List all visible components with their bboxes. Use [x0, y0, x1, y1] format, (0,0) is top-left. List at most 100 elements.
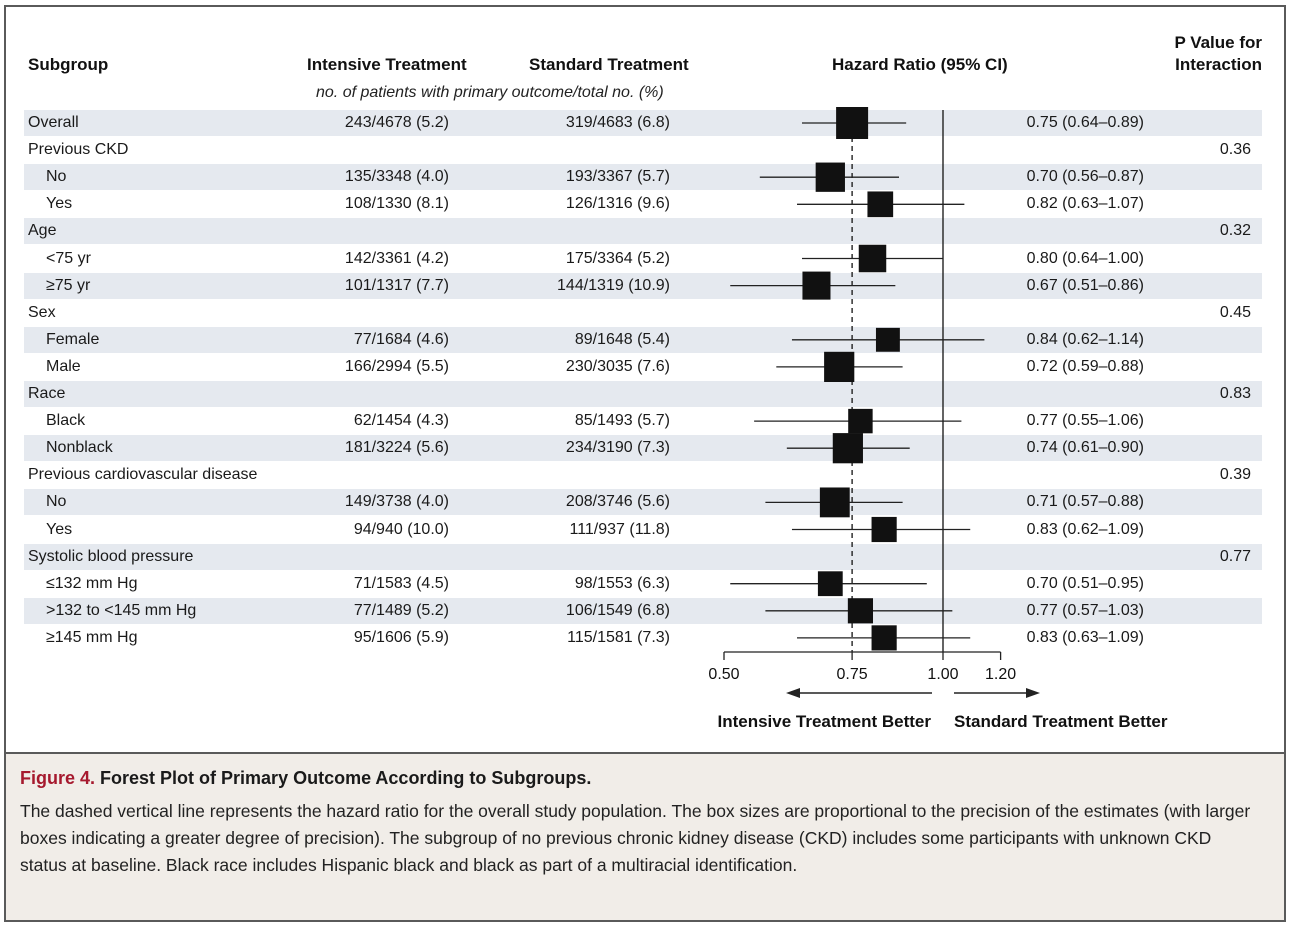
header-pvalue-line1: P Value for [1174, 33, 1262, 52]
header-standard: Standard Treatment [529, 55, 689, 74]
p-value: 0.32 [1219, 222, 1251, 240]
standard-count: 144/1319 (10.9) [557, 276, 670, 294]
intensive-count: 181/3224 (5.6) [344, 439, 449, 457]
subgroup-label: Black [46, 412, 86, 430]
hazard-ratio-text: 0.82 (0.63–1.07) [1026, 195, 1144, 213]
subgroup-label: No [46, 493, 67, 511]
p-value: 0.45 [1219, 303, 1251, 321]
standard-count: 193/3367 (5.7) [565, 168, 670, 186]
table-row: Male 166/2994 (5.5) 230/3035 (7.6) 0.72 (0.… [24, 354, 1262, 380]
point-estimate-box [871, 625, 897, 651]
table-row: Age 0.32 [24, 218, 1262, 245]
hazard-ratio-text: 0.67 (0.51–0.86) [1026, 276, 1144, 294]
intensive-count: 94/940 (10.0) [353, 520, 449, 538]
x-axis-tick-label: 0.50 [708, 666, 739, 683]
point-estimate-box [875, 327, 900, 352]
hazard-ratio-text: 0.83 (0.63–1.09) [1026, 628, 1144, 646]
point-estimate-box [817, 571, 843, 597]
intensive-count: 108/1330 (8.1) [344, 195, 449, 213]
standard-count: 89/1648 (5.4) [574, 330, 670, 348]
figure-caption: Figure 4. Forest Plot of Primary Outcome… [6, 752, 1284, 920]
point-estimate-box [871, 516, 897, 543]
hazard-ratio-text: 0.80 (0.64–1.00) [1026, 249, 1144, 267]
subgroup-label: Race [28, 385, 66, 402]
subgroup-label: <75 yr [46, 249, 91, 267]
table-row: No 149/3738 (4.0) 208/3746 (5.6) 0.71 (0.57… [24, 489, 1262, 516]
table-row: Yes 108/1330 (8.1) 126/1316 (9.6) 0.82 (0.6… [24, 191, 1262, 217]
p-value: 0.36 [1219, 141, 1251, 159]
subgroup-label: Yes [46, 520, 73, 538]
hazard-ratio-text: 0.77 (0.57–1.03) [1026, 601, 1144, 619]
point-estimate-box [819, 487, 850, 518]
p-value: 0.77 [1219, 547, 1251, 565]
table-row: Nonblack 181/3224 (5.6) 234/3190 (7.3) 0.74… [24, 435, 1262, 462]
table-row: Female 77/1684 (4.6) 89/1648 (5.4) 0.84 (0.… [24, 326, 1262, 353]
standard-count: 175/3364 (5.2) [565, 249, 670, 267]
point-estimate-box [847, 598, 874, 624]
right-arrow-head [1026, 688, 1040, 698]
forest-plot: 0.50 0.75 1.00 1.20 Intensive Treatment Bett… [708, 107, 1168, 731]
p-value: 0.83 [1219, 385, 1251, 402]
x-axis-tick-label: 1.20 [985, 666, 1016, 683]
subgroup-label: Previous CKD [28, 141, 129, 159]
intensive-better-label: Intensive Treatment Better [717, 712, 931, 731]
header-intensive: Intensive Treatment [307, 55, 467, 74]
header-pvalue-line2: Interaction [1175, 55, 1262, 74]
intensive-count: 95/1606 (5.9) [353, 628, 449, 646]
p-value: 0.39 [1219, 466, 1251, 484]
point-estimate-box [858, 244, 887, 273]
table-row: ≥75 yr 101/1317 (7.7) 144/1319 (10.9) 0.67 … [24, 272, 1262, 299]
standard-count: 234/3190 (7.3) [565, 439, 670, 457]
standard-count: 126/1316 (9.6) [565, 195, 670, 213]
point-estimate-box [802, 271, 831, 300]
subgroup-label: No [46, 168, 67, 186]
intensive-count: 135/3348 (4.0) [344, 168, 449, 186]
caption-title: Forest Plot of Primary Outcome According… [100, 768, 592, 788]
intensive-count: 142/3361 (4.2) [344, 249, 449, 267]
standard-count: 111/937 (11.8) [569, 520, 670, 538]
hazard-ratio-text: 0.71 (0.57–0.88) [1026, 493, 1144, 511]
hazard-ratio-text: 0.70 (0.51–0.95) [1026, 574, 1144, 592]
hazard-ratio-text: 0.74 (0.61–0.90) [1026, 439, 1144, 457]
table-row: Black 62/1454 (4.3) 85/1493 (5.7) 0.77 (0.5… [24, 408, 1262, 434]
hazard-ratio-text: 0.84 (0.62–1.14) [1026, 330, 1144, 348]
intensive-count: 77/1489 (5.2) [353, 601, 449, 619]
left-arrow-head [786, 688, 800, 698]
standard-count: 106/1549 (6.8) [565, 601, 670, 619]
subgroup-label: Systolic blood pressure [28, 547, 194, 565]
caption-title-line: Figure 4. Forest Plot of Primary Outcome… [20, 768, 591, 789]
table-row: Previous CKD 0.36 [24, 137, 1262, 163]
table-row: <75 yr 142/3361 (4.2) 175/3364 (5.2) 0.80 (… [24, 246, 1262, 272]
header-subcaption: no. of patients with primary outcome/tot… [316, 84, 664, 101]
table-row: ≥145 mm Hg 95/1606 (5.9) 115/1581 (7.3) 0.8… [24, 625, 1262, 651]
subgroup-label: Sex [28, 303, 56, 321]
standard-better-label: Standard Treatment Better [954, 712, 1168, 731]
point-estimate-box [836, 107, 869, 139]
point-estimate-box [867, 191, 894, 218]
point-estimate-box [832, 433, 863, 464]
table-row: Previous cardiovascular disease 0.39 [24, 462, 1262, 488]
table-row: Systolic blood pressure 0.77 [24, 543, 1262, 570]
subgroup-label: ≥145 mm Hg [46, 628, 138, 646]
standard-count: 208/3746 (5.6) [565, 493, 670, 511]
table-row: >132 to <145 mm Hg 77/1489 (5.2) 106/1549 … [24, 597, 1262, 624]
caption-body: The dashed vertical line represents the … [20, 801, 1251, 875]
point-estimate-box [848, 408, 873, 434]
intensive-count: 243/4678 (5.2) [344, 114, 449, 131]
intensive-count: 71/1583 (4.5) [353, 574, 449, 592]
table-row: ≤132 mm Hg 71/1583 (4.5) 98/1553 (6.3) 0.70… [24, 571, 1262, 597]
subgroup-label: Male [46, 357, 81, 375]
table-row: No 135/3348 (4.0) 193/3367 (5.7) 0.70 (0.56… [24, 164, 1262, 191]
subgroup-label: Previous cardiovascular disease [28, 466, 258, 484]
table-row: Race 0.83 [24, 381, 1262, 407]
hazard-ratio-text: 0.72 (0.59–0.88) [1026, 357, 1144, 375]
standard-count: 85/1493 (5.7) [574, 412, 670, 430]
subgroup-label: ≤132 mm Hg [46, 574, 138, 592]
point-estimate-box [815, 162, 845, 192]
standard-count: 115/1581 (7.3) [567, 628, 670, 646]
subgroup-label: Female [46, 330, 100, 348]
standard-count: 98/1553 (6.3) [574, 574, 670, 592]
intensive-count: 166/2994 (5.5) [344, 357, 449, 375]
header-hazard-ratio: Hazard Ratio (95% CI) [832, 55, 1008, 74]
x-axis-tick-label: 1.00 [927, 666, 958, 683]
